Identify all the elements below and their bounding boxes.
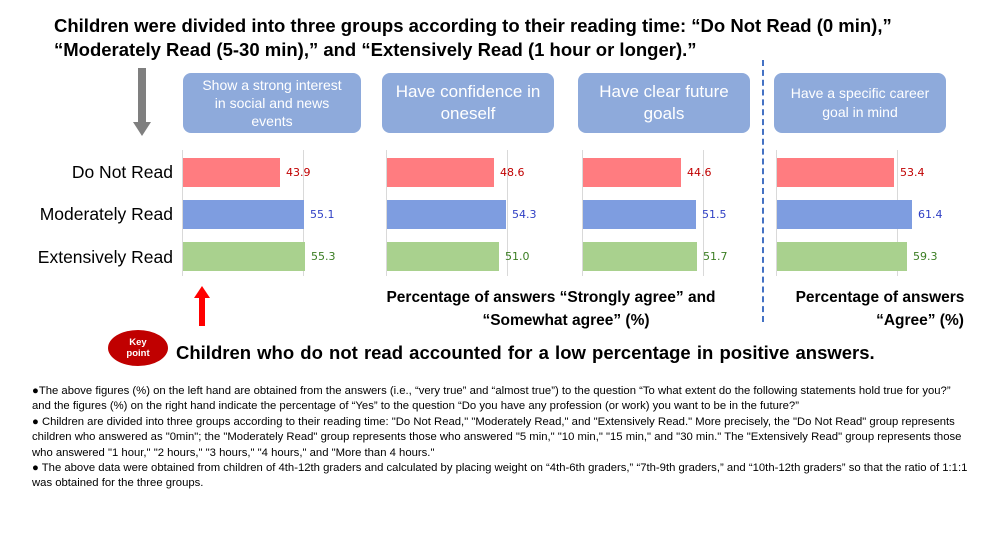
value-label-panel-2-moderately-read: 54.3 xyxy=(512,208,537,221)
page-heading: Children were divided into three groups … xyxy=(54,14,954,62)
panel-3-axis xyxy=(582,150,583,276)
key-point-badge-line-1: Key xyxy=(129,337,147,348)
value-label-panel-4-moderately-read: 61.4 xyxy=(918,208,943,221)
value-label-panel-3-do-not-read: 44.6 xyxy=(687,166,712,179)
caption-right-line-2: “Agree” (%) xyxy=(876,312,964,329)
category-label-extensively-read: Extensively Read xyxy=(37,247,173,267)
value-label-panel-4-extensively-read: 59.3 xyxy=(913,250,938,263)
value-label-panel-4-do-not-read: 53.4 xyxy=(900,166,925,179)
footnotes: ●The above figures (%) on the left hand … xyxy=(32,384,972,492)
caption-right-line-1: Percentage of answers xyxy=(795,289,965,306)
category-label-do-not-read: Do Not Read xyxy=(71,162,173,182)
panel-title-future-goals: Have clear future goals xyxy=(578,73,750,133)
panel-title-social-interest: Show a strong interest in social and new… xyxy=(183,73,361,133)
panel-4-axis xyxy=(776,150,777,276)
panel-title-social-interest-text: Show a strong interest in social and new… xyxy=(202,77,342,129)
panel-title-confidence: Have confidence in oneself xyxy=(382,73,554,133)
bar-panel-2-extensively-read xyxy=(387,242,499,271)
key-point-badge-line-2: point xyxy=(126,348,150,359)
bar-panel-3-do-not-read xyxy=(583,158,681,187)
value-label-panel-1-extensively-read: 55.3 xyxy=(311,250,336,263)
value-label-panel-3-extensively-read: 51.7 xyxy=(703,250,728,263)
value-label-panel-2-do-not-read: 48.6 xyxy=(500,166,525,179)
panel-2-axis xyxy=(386,150,387,276)
caption-left-line-1: Percentage of answers “Strongly agree” a… xyxy=(386,289,716,306)
panel-title-career-goal-text: Have a specific career goal in mind xyxy=(790,85,930,120)
panel-title-career-goal: Have a specific career goal in mind xyxy=(774,73,946,133)
down-arrow-icon xyxy=(133,68,151,136)
footnote-3: ● The above data were obtained from chil… xyxy=(32,462,968,490)
key-point-text: Children who do not read accounted for a… xyxy=(176,342,875,363)
up-arrow-icon xyxy=(194,286,210,326)
panel-title-future-goals-text: Have clear future goals xyxy=(599,82,729,123)
value-label-panel-1-do-not-read: 43.9 xyxy=(286,166,311,179)
section-divider xyxy=(762,60,764,322)
bar-panel-2-moderately-read xyxy=(387,200,506,229)
bar-panel-1-extensively-read xyxy=(183,242,305,271)
value-label-panel-1-moderately-read: 55.1 xyxy=(310,208,335,221)
panel-title-confidence-text: Have confidence in oneself xyxy=(395,82,541,123)
category-label-moderately-read: Moderately Read xyxy=(39,204,173,224)
panel-3-gridline xyxy=(703,150,704,276)
caption-left-line-2: “Somewhat agree” (%) xyxy=(482,312,650,329)
caption-right: Percentage of answers “Agree” (%) xyxy=(772,286,988,332)
panel-1-axis xyxy=(182,150,183,276)
bar-panel-1-moderately-read xyxy=(183,200,304,229)
bar-panel-4-moderately-read xyxy=(777,200,912,229)
bar-panel-4-extensively-read xyxy=(777,242,907,271)
bar-panel-1-do-not-read xyxy=(183,158,280,187)
bar-panel-3-extensively-read xyxy=(583,242,697,271)
value-label-panel-3-moderately-read: 51.5 xyxy=(702,208,727,221)
heading-line-2: “Moderately Read (5-30 min),” and “Exten… xyxy=(54,39,697,60)
caption-left: Percentage of answers “Strongly agree” a… xyxy=(340,286,762,332)
bar-panel-3-moderately-read xyxy=(583,200,696,229)
bar-panel-4-do-not-read xyxy=(777,158,894,187)
heading-line-1: Children were divided into three groups … xyxy=(54,15,892,36)
panel-2-gridline xyxy=(507,150,508,276)
key-point-badge: Key point xyxy=(108,330,168,366)
value-label-panel-2-extensively-read: 51.0 xyxy=(505,250,530,263)
bar-panel-2-do-not-read xyxy=(387,158,494,187)
footnote-1: ●The above figures (%) on the left hand … xyxy=(32,385,951,413)
footnote-2: ● Children are divided into three groups… xyxy=(32,415,962,459)
